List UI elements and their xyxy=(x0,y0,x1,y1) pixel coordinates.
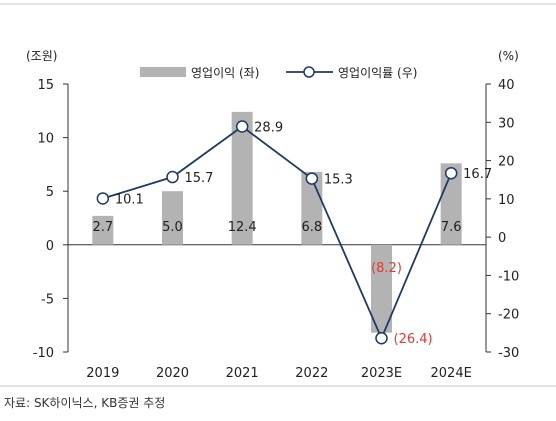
line-value-label-negative: (26.4) xyxy=(394,332,433,347)
source-note: 자료: SK하이닉스, KB증권 추정 xyxy=(4,396,166,410)
line-layer xyxy=(96,120,458,345)
line-value-label: 28.9 xyxy=(254,120,283,135)
right-tick-label: -30 xyxy=(498,346,519,361)
legend-layer: 영업이익 (좌) 영업이익률 (우) xyxy=(140,66,417,80)
left-tick-label: -10 xyxy=(33,346,54,361)
line-marker-operating-margin xyxy=(375,331,388,345)
line-marker-operating-margin xyxy=(235,120,249,133)
left-tick-label: 10 xyxy=(37,132,54,147)
x-tick-label: 2023E xyxy=(361,366,402,381)
bar-value-label: 2.7 xyxy=(92,220,113,235)
right-tick-label: 10 xyxy=(498,193,515,208)
labels-layer: 2.7 5.0 12.4 6.8 (8.2) 7.6 10.1 15.7 28.9 15.3 (26… xyxy=(92,120,492,347)
legend-swatch-bar xyxy=(140,67,186,77)
left-axis-unit: (조원) xyxy=(26,49,57,63)
right-tick-label: 0 xyxy=(498,231,506,246)
left-tick-label: 0 xyxy=(46,239,54,254)
right-tick-label: 30 xyxy=(498,116,515,131)
right-axis-unit: (%) xyxy=(498,49,519,63)
legend-marker-line xyxy=(303,66,315,78)
bar-operating-profit xyxy=(371,244,392,333)
right-tick-label: -20 xyxy=(498,308,519,323)
right-tick-label: 20 xyxy=(498,155,515,170)
x-tick-label: 2019 xyxy=(86,366,119,381)
right-tick-label: 40 xyxy=(498,78,515,93)
line-marker-operating-margin xyxy=(305,172,319,185)
line-value-label: 15.3 xyxy=(324,173,353,188)
right-tick-label: -10 xyxy=(498,269,519,284)
bars-layer xyxy=(92,111,462,333)
bar-operating-profit xyxy=(231,111,253,245)
bar-operating-profit xyxy=(162,191,183,245)
line-operating-margin xyxy=(102,125,452,341)
line-value-label: 16.7 xyxy=(463,167,492,182)
line-marker-operating-margin xyxy=(166,170,179,184)
line-marker-operating-margin xyxy=(444,166,458,180)
bar-value-label: 12.4 xyxy=(228,220,257,235)
x-tick-label: 2024E xyxy=(431,366,472,381)
x-tick-label: 2022 xyxy=(295,366,328,381)
left-tick-label: 5 xyxy=(46,185,54,200)
bar-value-label: 6.8 xyxy=(301,220,322,235)
line-value-label: 15.7 xyxy=(185,171,214,186)
line-value-label: 10.1 xyxy=(115,192,144,207)
x-tick-label: 2021 xyxy=(226,366,259,381)
left-tick-label: -5 xyxy=(41,292,54,307)
x-tick-label: 2020 xyxy=(156,366,189,381)
bar-operating-profit xyxy=(92,215,114,245)
legend-label-bar: 영업이익 (좌) xyxy=(191,66,259,80)
bar-value-label-negative: (8.2) xyxy=(371,261,402,276)
left-tick-label: 15 xyxy=(37,78,54,93)
axes-layer: 15 10 5 0 -5 -10 40 30 20 10 0 -10 -20 -30 (조원) (%) 2019… xyxy=(0,3,556,387)
bar-value-label: 5.0 xyxy=(162,220,183,235)
bar-value-label: 7.6 xyxy=(441,220,462,235)
legend-label-line: 영업이익률 (우) xyxy=(338,66,417,80)
line-marker-operating-margin xyxy=(96,192,110,205)
